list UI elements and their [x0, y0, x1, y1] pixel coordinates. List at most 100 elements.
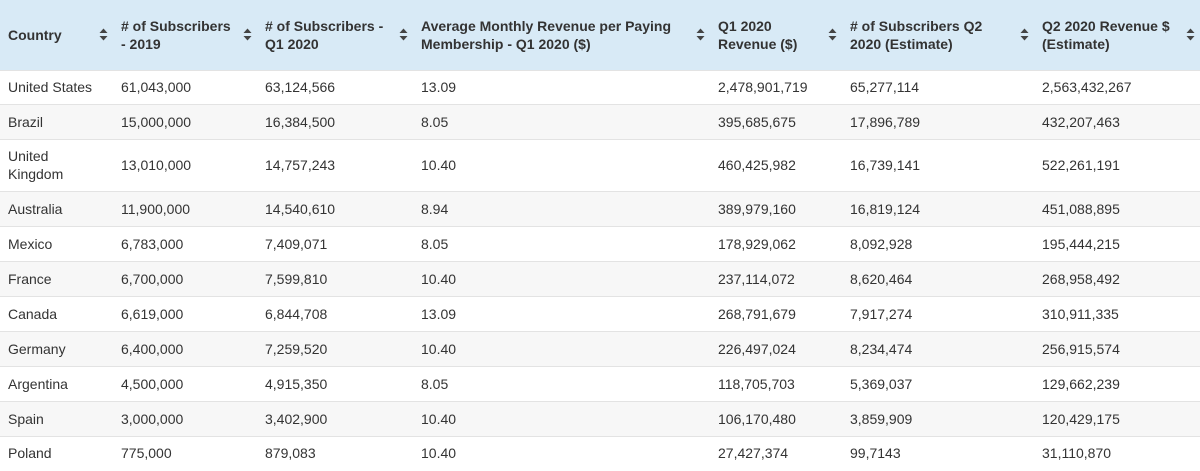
value-cell: 2,478,901,719	[718, 79, 808, 95]
value-cell: 16,739,141	[850, 157, 921, 173]
table-row: Argentina 4,500,000 4,915,350 8.05 118,705,7…	[0, 366, 1200, 401]
sort-icon[interactable]	[694, 28, 706, 41]
value-cell: 17,896,789	[850, 113, 921, 130]
value-cell: 16,384,500	[265, 113, 336, 130]
value-cell: 226,497,024	[718, 340, 796, 357]
value-cell: 451,088,895	[1042, 200, 1120, 217]
country-cell: Poland	[8, 444, 52, 461]
country-cell: Brazil	[8, 113, 44, 130]
value-cell: 16,819,124	[850, 200, 921, 217]
value-cell: 268,958,492	[1042, 270, 1120, 287]
value-cell: 7,409,071	[265, 235, 328, 252]
value-cell: 6,700,000	[121, 270, 184, 287]
value-cell: 7,259,520	[265, 340, 328, 357]
value-cell: 6,400,000	[121, 340, 184, 357]
country-cell: Germany	[8, 340, 66, 357]
table-body: United States 61,043,000 63,124,566 13.09 2,…	[0, 70, 1200, 469]
sort-icon[interactable]	[397, 28, 409, 41]
value-cell: 7,917,274	[850, 305, 913, 322]
value-cell: 4,915,350	[265, 375, 328, 392]
value-cell: 6,619,000	[121, 305, 184, 322]
value-cell: 237,114,072	[718, 270, 795, 287]
value-cell: 13,010,000	[121, 157, 192, 173]
country-cell: France	[8, 270, 52, 287]
value-cell: 10.40	[421, 340, 457, 357]
value-cell: 879,083	[265, 444, 316, 461]
sort-icon[interactable]	[1184, 28, 1196, 41]
column-header-country[interactable]: Country	[0, 0, 113, 70]
value-cell: 8,092,928	[850, 235, 913, 252]
value-cell: 3,402,900	[265, 410, 328, 427]
value-cell: 8,234,474	[850, 340, 913, 357]
value-cell: 7,599,810	[265, 270, 328, 287]
value-cell: 10.40	[421, 270, 457, 287]
table-header: Country # of Subscribers - 2019 # of Sub…	[0, 0, 1200, 70]
value-cell: 3,859,909	[850, 410, 913, 427]
value-cell: 8.05	[421, 113, 449, 130]
column-header-label: # of Subscribers - Q1 2020	[265, 17, 384, 52]
value-cell: 13.09	[421, 305, 457, 322]
value-cell: 10.40	[421, 410, 457, 427]
value-cell: 6,844,708	[265, 305, 328, 322]
value-cell: 65,277,114	[850, 79, 920, 95]
table-row: Germany 6,400,000 7,259,520 10.40 226,497,02…	[0, 331, 1200, 366]
country-cell: Spain	[8, 410, 44, 427]
value-cell: 8.05	[421, 235, 449, 252]
value-cell: 14,757,243	[265, 157, 336, 173]
value-cell: 120,429,175	[1042, 410, 1120, 427]
column-header-label: Average Monthly Revenue per Paying Membe…	[421, 17, 671, 52]
value-cell: 13.09	[421, 79, 457, 95]
column-header-subscribers-q2-estimate[interactable]: # of Subscribers Q2 2020 (Estimate)	[842, 0, 1034, 70]
value-cell: 8.94	[421, 200, 449, 217]
column-header-label: # of Subscribers - 2019	[121, 17, 231, 52]
column-header-q2-revenue-estimate[interactable]: Q2 2020 Revenue $ (Estimate)	[1034, 0, 1200, 70]
column-header-q1-revenue[interactable]: Q1 2020 Revenue ($)	[710, 0, 842, 70]
value-cell: 460,425,982	[718, 157, 796, 173]
value-cell: 178,929,062	[718, 235, 796, 252]
value-cell: 129,662,239	[1042, 375, 1120, 392]
table-row: Canada 6,619,000 6,844,708 13.09 268,791,679…	[0, 296, 1200, 331]
table-row: United States 61,043,000 63,124,566 13.09 2,…	[0, 70, 1200, 104]
value-cell: 5,369,037	[850, 375, 913, 392]
value-cell: 268,791,679	[718, 305, 796, 322]
country-cell: Mexico	[8, 235, 53, 252]
table-row: Poland 775,000 879,083 10.40 27,427,374 99,71…	[0, 436, 1200, 469]
value-cell: 14,540,610	[265, 200, 336, 217]
value-cell: 395,685,675	[718, 113, 796, 130]
value-cell: 8,620,464	[850, 270, 913, 287]
value-cell: 31,110,870	[1042, 444, 1112, 461]
value-cell: 11,900,000	[121, 200, 191, 217]
value-cell: 389,979,160	[718, 200, 796, 217]
column-header-subscribers-2019[interactable]: # of Subscribers - 2019	[113, 0, 257, 70]
value-cell: 195,444,215	[1042, 235, 1120, 252]
sort-icon[interactable]	[826, 28, 838, 41]
value-cell: 256,915,574	[1042, 340, 1120, 357]
value-cell: 8.05	[421, 375, 449, 392]
sort-icon[interactable]	[1018, 28, 1030, 41]
value-cell: 2,563,432,267	[1042, 79, 1132, 95]
column-header-label: Q2 2020 Revenue $ (Estimate)	[1042, 17, 1170, 52]
value-cell: 522,261,191	[1042, 157, 1120, 173]
value-cell: 775,000	[121, 444, 172, 461]
column-header-label: Country	[8, 26, 62, 43]
table-row: Spain 3,000,000 3,402,900 10.40 106,170,480 3…	[0, 401, 1200, 436]
country-cell: Australia	[8, 200, 63, 217]
value-cell: 10.40	[421, 444, 457, 461]
country-cell: Canada	[8, 305, 58, 322]
value-cell: 310,911,335	[1042, 305, 1119, 322]
value-cell: 118,705,703	[718, 375, 795, 392]
table-row: United Kingdom 13,010,000 14,757,243 10.40 4…	[0, 139, 1200, 191]
value-cell: 61,043,000	[121, 79, 192, 95]
header-row: Country # of Subscribers - 2019 # of Sub…	[0, 0, 1200, 70]
column-header-subscribers-q1-2020[interactable]: # of Subscribers - Q1 2020	[257, 0, 413, 70]
column-header-avg-monthly-revenue[interactable]: Average Monthly Revenue per Paying Membe…	[413, 0, 710, 70]
table-row: Mexico 6,783,000 7,409,071 8.05 178,929,062 8…	[0, 226, 1200, 261]
value-cell: 4,500,000	[121, 375, 184, 392]
country-cell: United States	[8, 79, 93, 95]
sort-icon[interactable]	[97, 28, 109, 41]
column-header-label: Q1 2020 Revenue ($)	[718, 17, 798, 52]
sort-icon[interactable]	[241, 28, 253, 41]
country-cell: United Kingdom	[8, 148, 64, 182]
value-cell: 10.40	[421, 157, 457, 173]
